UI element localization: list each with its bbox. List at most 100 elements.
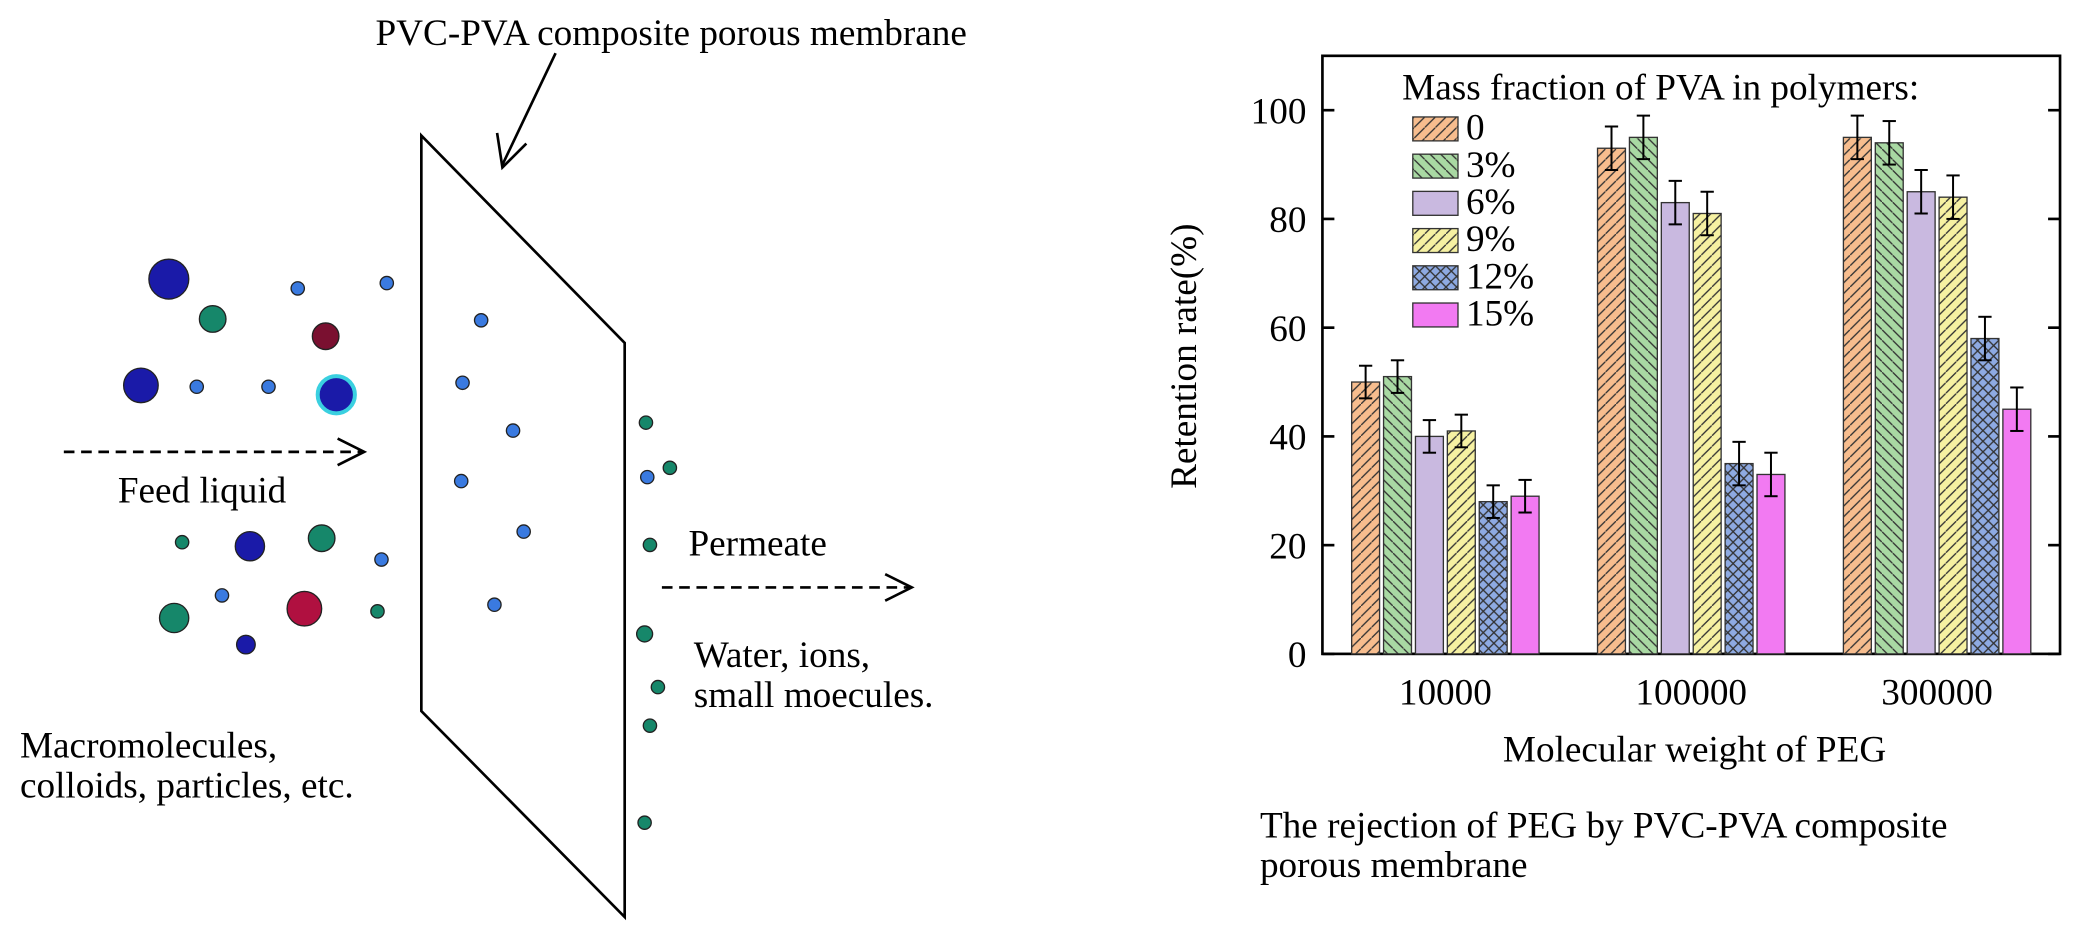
particle — [307, 524, 336, 553]
legend-swatch — [1412, 227, 1459, 254]
x-tick-label: 300000 — [1881, 672, 1993, 713]
legend-label: 6% — [1466, 182, 1516, 223]
particle — [516, 524, 531, 539]
particle — [290, 281, 306, 296]
particle — [286, 590, 323, 627]
error-bar — [1914, 168, 1928, 215]
x-axis-label: Molecular weight of PEG — [1503, 730, 1886, 771]
bar — [1692, 212, 1722, 655]
legend-label: 12% — [1466, 256, 1534, 297]
particle — [235, 634, 256, 655]
particle — [635, 625, 654, 643]
particle — [638, 415, 654, 430]
error-bar — [1358, 364, 1373, 400]
bar — [1724, 462, 1754, 655]
legend-label: 15% — [1466, 294, 1534, 335]
error-bar — [1636, 114, 1651, 161]
permeate-arrow-head — [884, 572, 915, 602]
particle — [189, 379, 205, 395]
bar — [2002, 408, 2032, 655]
particle — [650, 679, 666, 695]
particle — [473, 312, 489, 328]
bar — [1351, 381, 1381, 655]
particle — [453, 473, 469, 489]
error-bar — [2010, 386, 2024, 432]
particle — [261, 379, 276, 395]
error-bar — [1668, 179, 1682, 226]
feed-arrow-head — [337, 437, 368, 467]
legend-label: 3% — [1466, 145, 1516, 186]
bar — [1382, 375, 1413, 655]
particle — [174, 534, 190, 550]
bar — [1906, 191, 1936, 655]
plot-frame — [1321, 54, 2062, 656]
bar — [1510, 495, 1540, 655]
chart: Retention rate(%) Molecular weight of PE… — [1164, 54, 2062, 886]
error-bar — [1518, 478, 1532, 514]
legend-swatch — [1412, 302, 1459, 328]
caption: The rejection of PEG by PVC-PVA composit… — [1260, 805, 1948, 846]
particles — [122, 258, 678, 830]
particle — [639, 469, 655, 485]
particle — [198, 305, 227, 333]
legend-swatch — [1412, 190, 1459, 216]
x-tick-label: 10000 — [1399, 672, 1492, 713]
bar — [1478, 500, 1508, 655]
caption: porous membrane — [1260, 845, 1528, 886]
particle — [122, 367, 159, 404]
particle — [374, 552, 389, 567]
particle — [234, 530, 266, 562]
error-bar — [1700, 190, 1714, 237]
particle — [505, 423, 521, 438]
diagram: PVC-PVA composite porous membrane Feed l… — [20, 13, 967, 921]
bar — [1938, 196, 1968, 655]
y-tick-label: 80 — [1269, 200, 1306, 241]
error-bar — [1604, 125, 1619, 171]
bar — [1756, 473, 1786, 655]
error-bar — [1978, 315, 1992, 362]
error-bar — [1850, 114, 1865, 161]
retained-note: Macromolecules, — [20, 726, 277, 767]
permeate-note: small moecules. — [694, 675, 934, 716]
pointer-arrow — [501, 52, 557, 166]
membrane-label: PVC-PVA composite porous membrane — [375, 13, 966, 54]
bar — [1660, 201, 1690, 655]
membrane — [420, 132, 627, 921]
error-bar — [1882, 120, 1896, 166]
legend-title: Mass fraction of PVA in polymers: — [1402, 68, 1919, 109]
bar — [1970, 337, 2000, 655]
error-bar — [1486, 484, 1500, 519]
bar — [1628, 136, 1659, 655]
y-axis-label: Retention rate(%) — [1164, 223, 1205, 488]
pointer-arrow-head — [495, 132, 528, 171]
particle — [642, 718, 658, 733]
permeate-label: Permeate — [688, 524, 826, 565]
particle — [370, 604, 385, 619]
error-bar — [1454, 413, 1468, 449]
particle — [315, 374, 357, 416]
particle — [642, 537, 658, 553]
y-tick-label: 100 — [1251, 91, 1307, 132]
legend-swatch — [1412, 116, 1459, 142]
error-bar — [1732, 440, 1746, 487]
error-bar — [1422, 419, 1437, 454]
y-tick-label: 40 — [1269, 418, 1306, 459]
legend-swatch — [1412, 265, 1459, 291]
legend-label: 0 — [1466, 108, 1485, 149]
error-bar — [1946, 174, 1960, 220]
feed-label: Feed liquid — [118, 470, 287, 511]
legend-label: 9% — [1466, 219, 1516, 260]
bar — [1446, 430, 1476, 655]
particle — [379, 275, 395, 291]
particle — [158, 602, 190, 634]
x-tick-label: 100000 — [1635, 672, 1747, 713]
bar — [1874, 142, 1904, 655]
permeate-note: Water, ions, — [694, 635, 870, 676]
bar — [1414, 435, 1445, 655]
legend-swatch — [1412, 153, 1459, 179]
particle — [662, 460, 678, 476]
particle — [214, 588, 230, 603]
y-tick-label: 20 — [1269, 526, 1306, 567]
error-bar — [1390, 359, 1405, 394]
